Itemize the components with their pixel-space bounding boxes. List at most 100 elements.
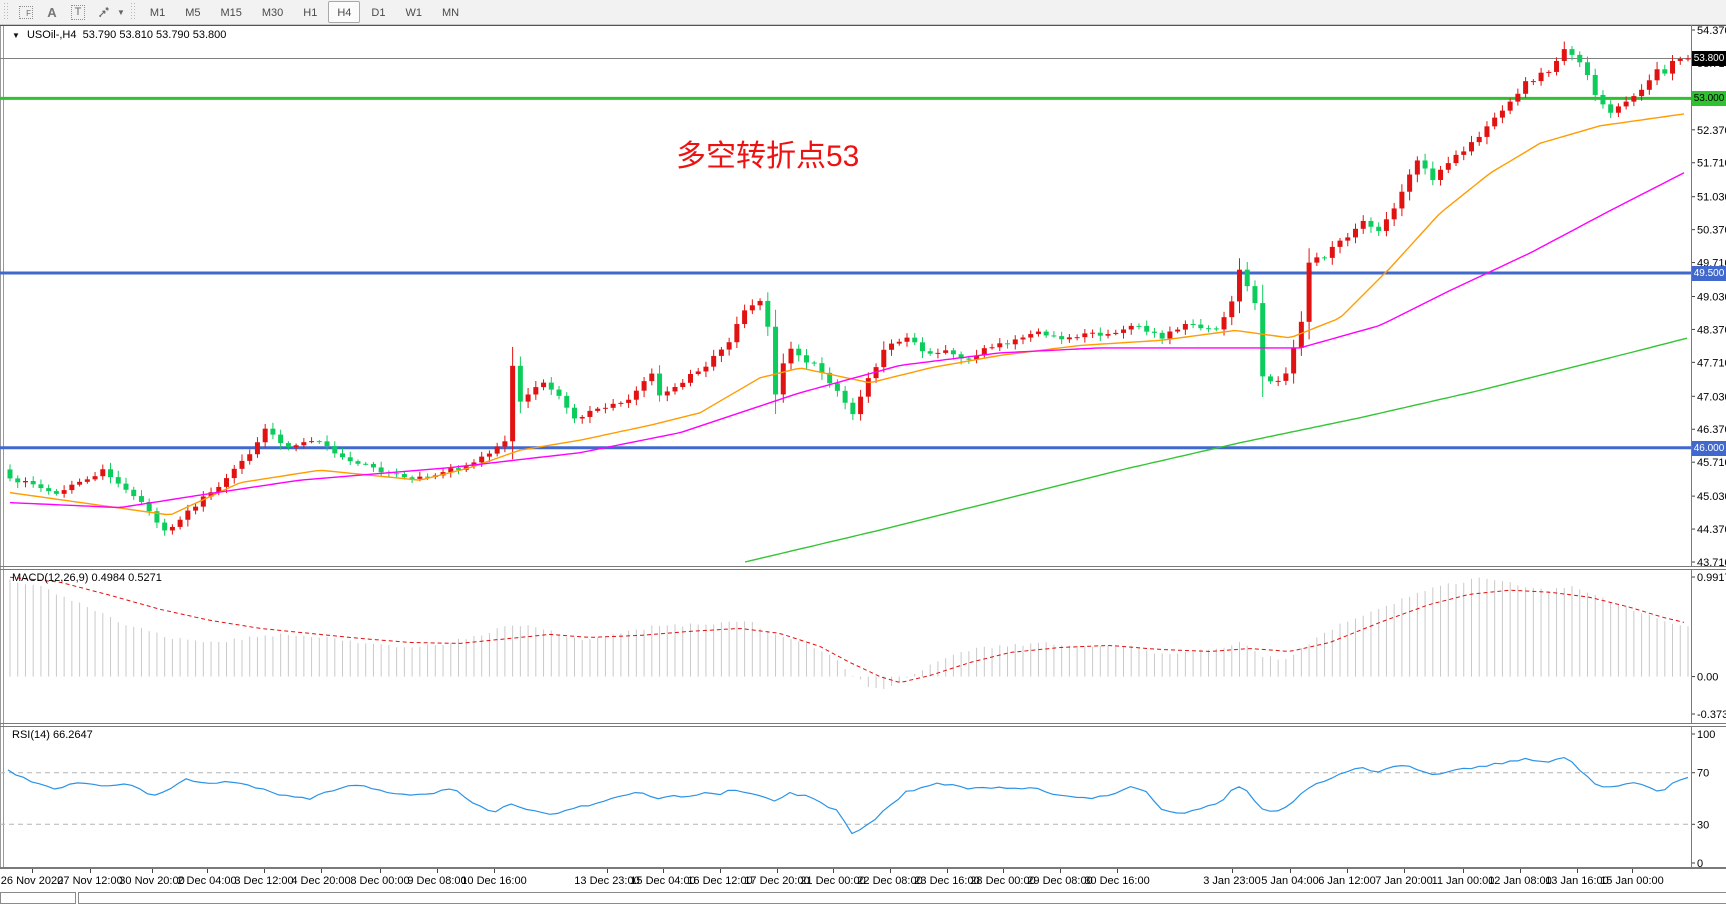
svg-text:0.9917: 0.9917 [1697, 572, 1726, 584]
date-label: 30 Dec 16:00 [1084, 875, 1150, 887]
price-pane[interactable]: 54.37053.71053.03052.37051.71051.03050.3… [0, 25, 1726, 567]
timeframe-button-mn[interactable]: MN [441, 6, 460, 19]
svg-text:-0.373: -0.373 [1697, 709, 1726, 721]
t-letter: T [70, 4, 86, 20]
date-label: 23 Dec 16:00 [914, 875, 980, 887]
svg-text:49.030: 49.030 [1697, 291, 1726, 303]
macd-name: MACD(12,26,9) [12, 572, 89, 584]
date-tick [1117, 869, 1118, 873]
svg-text:100: 100 [1697, 729, 1715, 741]
timeframe-button-d1[interactable]: D1 [371, 6, 386, 19]
date-tick [207, 869, 208, 873]
toolbar-grip[interactable] [3, 3, 10, 21]
timeframe-button-m15[interactable]: M15 [220, 6, 242, 19]
svg-text:47.030: 47.030 [1697, 391, 1726, 403]
date-label: 13 Dec 23:00 [574, 875, 640, 887]
date-label: 17 Dec 20:00 [744, 875, 810, 887]
date-tick [494, 869, 495, 873]
grid-f-icon[interactable]: F [14, 1, 38, 23]
date-label: 6 Jan 12:00 [1318, 875, 1376, 887]
date-tick [1347, 869, 1348, 873]
date-tick [264, 869, 265, 873]
svg-text:51.030: 51.030 [1697, 192, 1726, 204]
date-label: 28 Dec 00:00 [970, 875, 1036, 887]
svg-text:45.030: 45.030 [1697, 491, 1726, 503]
date-label: 3 Jan 23:00 [1203, 875, 1261, 887]
timeframe-button-m5[interactable]: M5 [185, 6, 201, 19]
current-price-badge: 53.800 [1692, 51, 1726, 66]
level-46000-badge: 46.000 [1692, 441, 1726, 456]
svg-text:54.370: 54.370 [1697, 25, 1726, 37]
date-label: 15 Dec 04:00 [630, 875, 696, 887]
date-label: 5 Jan 04:00 [1261, 875, 1319, 887]
macd-values: 0.4984 0.5271 [91, 572, 162, 584]
date-axis[interactable]: 26 Nov 2020 27 Nov 12:00 30 Nov 20:00 2 Dec… [0, 868, 1726, 893]
timeframe-button-h4[interactable]: H4 [328, 1, 361, 23]
arrows-tool-icon[interactable] [92, 1, 116, 23]
timeframe-button-w1[interactable]: W1 [405, 6, 422, 19]
scrollbar-left-box[interactable] [0, 892, 76, 904]
date-label: 12 Jan 08:00 [1488, 875, 1552, 887]
svg-text:43.710: 43.710 [1697, 557, 1726, 567]
svg-text:45.710: 45.710 [1697, 457, 1726, 469]
arrows-glyph [99, 7, 109, 17]
symbol-label: USOil-,H4 [26, 29, 77, 41]
date-tick [32, 869, 33, 873]
toolbar-dropdown-caret-icon[interactable]: ▼ [117, 7, 125, 17]
date-label: 27 Nov 12:00 [57, 875, 123, 887]
rsi-pane[interactable]: 100 70 30 0 [0, 726, 1726, 868]
date-tick [777, 869, 778, 873]
rsi-label: RSI(14) 66.2647 [12, 729, 93, 741]
date-tick [1060, 869, 1061, 873]
date-tick [437, 869, 438, 873]
date-label: 11 Jan 00:00 [1431, 875, 1495, 887]
date-label: 10 Dec 16:00 [461, 875, 527, 887]
date-tick [890, 869, 891, 873]
svg-text:46.370: 46.370 [1697, 424, 1726, 436]
svg-text:51.710: 51.710 [1697, 158, 1726, 170]
date-label: 9 Dec 08:00 [407, 875, 467, 887]
text-tool-icon[interactable]: T [66, 1, 90, 23]
date-label: 26 Nov 2020 [0, 875, 64, 887]
rsi-value: 66.2647 [52, 729, 93, 741]
date-tick [947, 869, 948, 873]
horizontal-scrollbar[interactable] [78, 892, 1726, 904]
toolbar: F A T ▼ M1 M5 M15 M30 H1 H4 D1 W1 MN [0, 0, 1726, 25]
date-label: 29 Dec 08:00 [1027, 875, 1093, 887]
date-tick [1632, 869, 1633, 873]
ohlc-values: 53.790 53.810 53.790 53.800 [82, 29, 227, 41]
timeframe-button-m1[interactable]: M1 [149, 6, 166, 19]
svg-text:0: 0 [1697, 858, 1703, 868]
date-tick [607, 869, 608, 873]
timeframe-group: M1 M5 M15 M30 H1 H4 D1 W1 MN [140, 1, 469, 23]
timeframe-button-h1[interactable]: H1 [303, 6, 318, 19]
date-label: 16 Dec 12:00 [687, 875, 753, 887]
date-label: 4 Dec 20:00 [291, 875, 351, 887]
font-a-icon[interactable]: A [40, 1, 64, 23]
macd-pane[interactable]: 0.9917 0.00 -0.373 [0, 569, 1726, 724]
symbol-caret-icon: ▼ [12, 31, 20, 40]
date-tick [1463, 869, 1464, 873]
date-tick [1232, 869, 1233, 873]
svg-text:50.370: 50.370 [1697, 225, 1726, 237]
date-label: 13 Jan 16:00 [1545, 875, 1609, 887]
date-tick [1520, 869, 1521, 873]
date-tick [720, 869, 721, 873]
date-tick [1003, 869, 1004, 873]
date-label: 21 Dec 00:00 [800, 875, 866, 887]
svg-text:48.370: 48.370 [1697, 324, 1726, 336]
date-tick [1404, 869, 1405, 873]
date-label: 8 Dec 00:00 [350, 875, 410, 887]
timeframe-grip[interactable] [129, 3, 137, 21]
date-tick [380, 869, 381, 873]
svg-text:30: 30 [1697, 819, 1709, 831]
date-label: 22 Dec 08:00 [857, 875, 923, 887]
date-tick [321, 869, 322, 873]
date-label: 15 Jan 00:00 [1600, 875, 1664, 887]
timeframe-button-m30[interactable]: M30 [261, 6, 284, 19]
date-tick [663, 869, 664, 873]
grid-glyph: F [19, 5, 33, 19]
date-label: 3 Dec 12:00 [234, 875, 294, 887]
svg-text:47.710: 47.710 [1697, 357, 1726, 369]
level-53000-badge: 53.000 [1692, 91, 1726, 106]
